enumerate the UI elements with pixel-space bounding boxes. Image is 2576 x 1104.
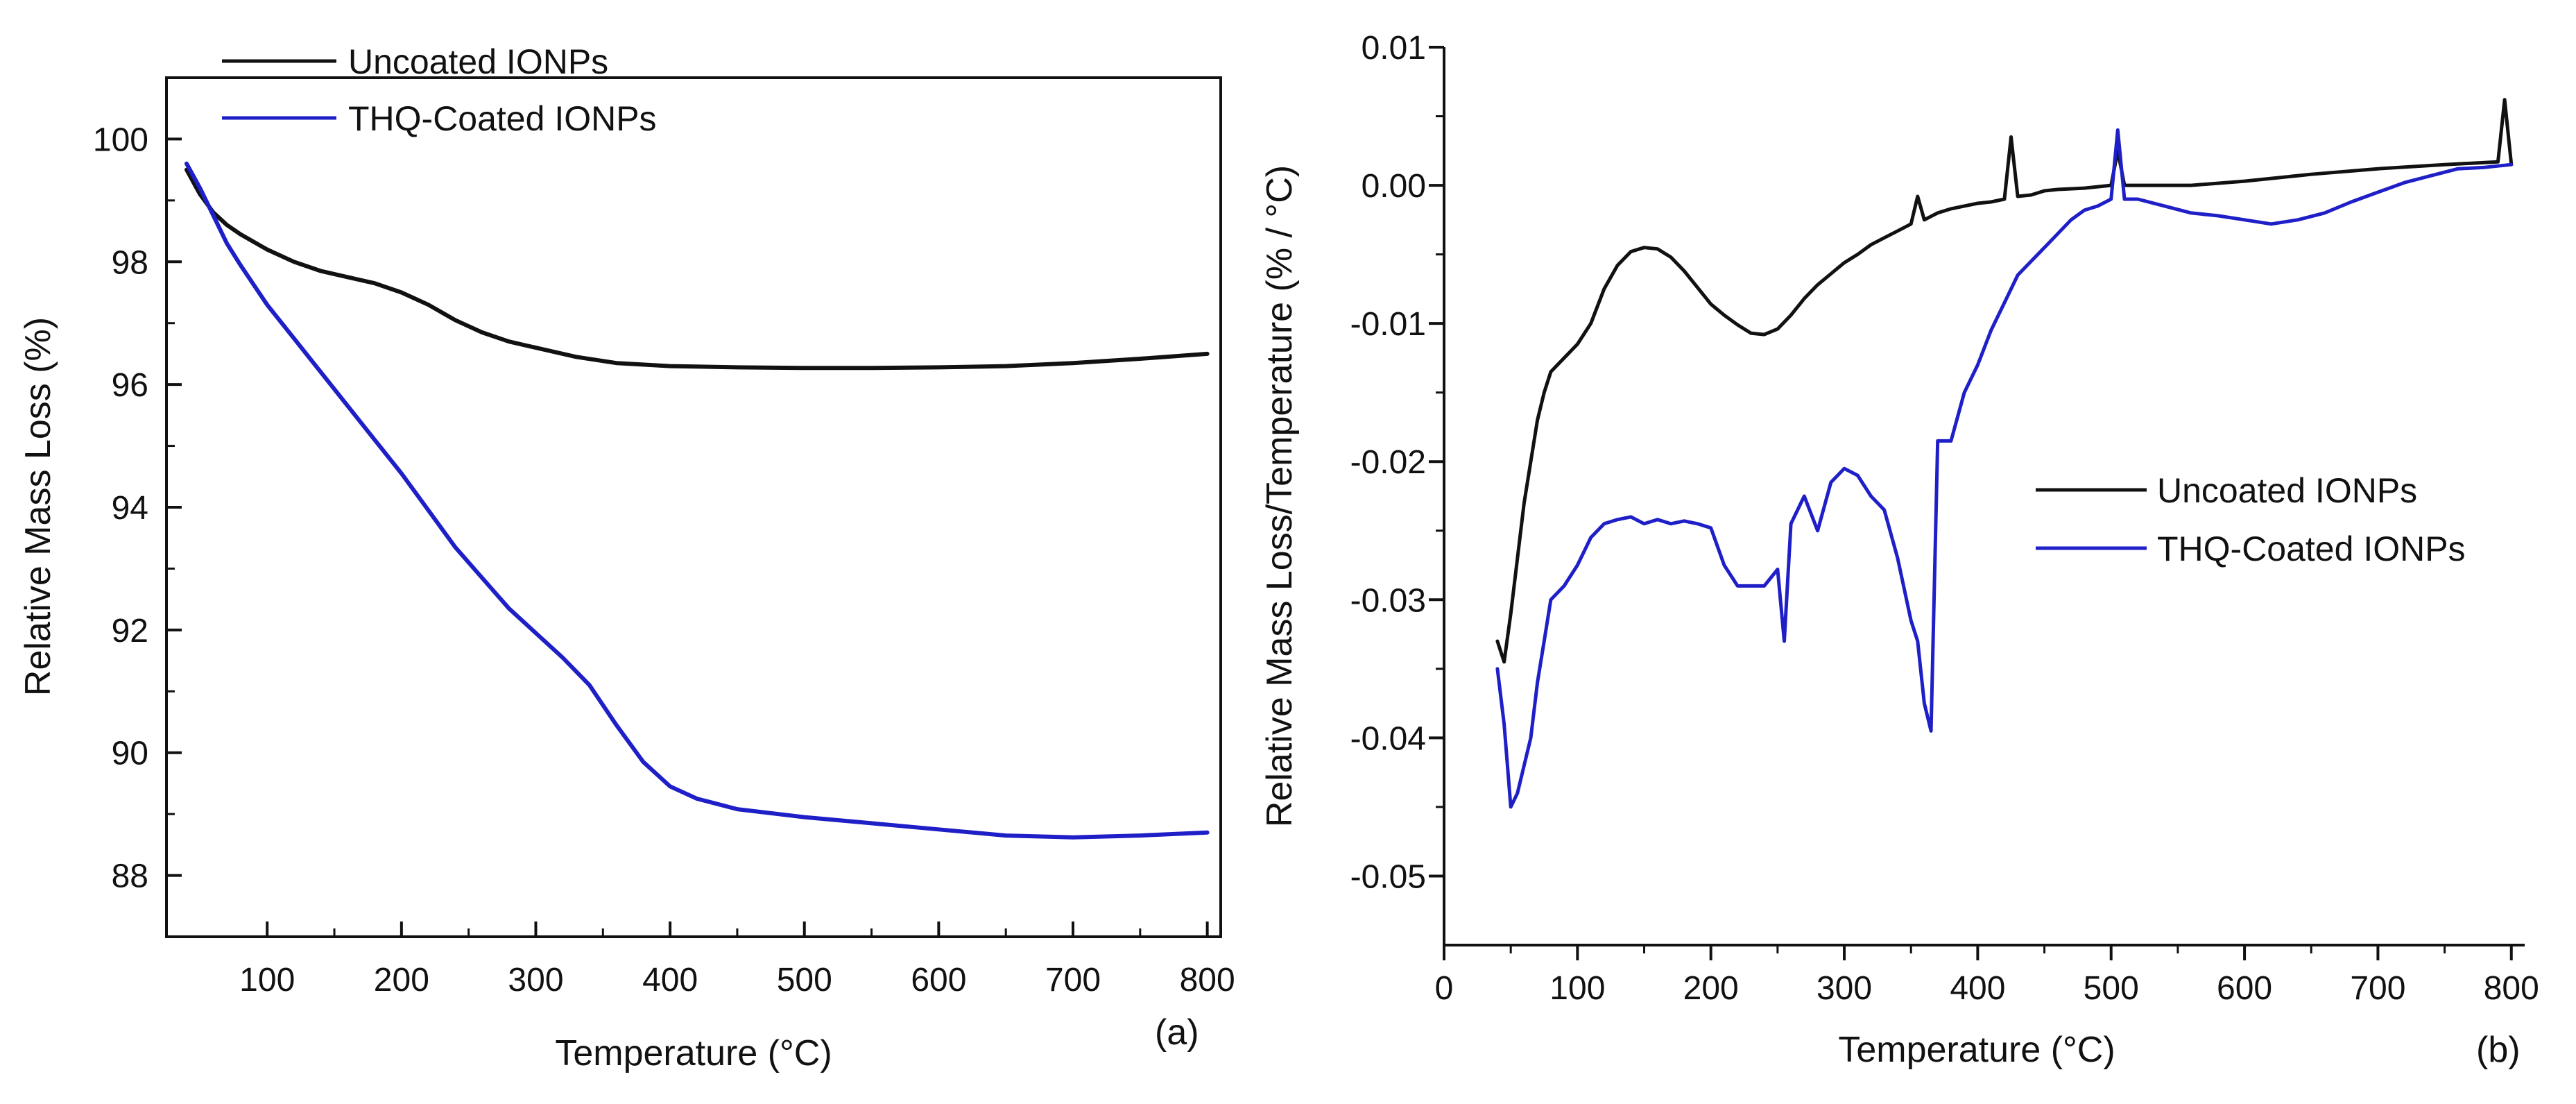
legend-b-label-coated: THQ-Coated IONPs [2157,529,2466,568]
x-tick-label: 300 [1817,970,1872,1007]
legend-a-label-coated: THQ-Coated IONPs [348,99,657,138]
y-tick-label: 94 [112,490,148,527]
x-tick-label: 800 [1180,962,1235,999]
y-tick-label: 88 [112,858,148,895]
x-tick-label: 600 [911,962,966,999]
panel-a-frame [165,76,1222,938]
panel-b-ylabel: Relative Mass Loss/Temperature (% / °C) [1260,165,1300,827]
series-line-uncoated [1495,98,2514,664]
y-tick-label: 90 [112,736,148,772]
y-tick-label: -0.04 [1350,720,1426,757]
panel-b: 0 100 200 300 400 500 600 700 800 -0.05 -0.04 -0.03… [1260,30,2539,1070]
y-tick-label: 0.01 [1362,30,1426,67]
series-line-uncoated [184,167,1210,371]
y-tick-label: -0.01 [1350,306,1426,343]
x-tick-label: 200 [1683,970,1739,1007]
series-line-coated [184,161,1210,840]
panel-a-ticks: 100 200 300 400 500 600 700 800 88 90 92 94 96 98 100 [93,121,1235,999]
legend-b-label-uncoated: Uncoated IONPs [2157,471,2417,510]
x-tick-label: 700 [2350,970,2405,1007]
legend-a-label-uncoated: Uncoated IONPs [348,42,608,81]
y-tick-label: 96 [112,367,148,404]
x-tick-label: 400 [642,962,698,999]
x-tick-label: 100 [1549,970,1605,1007]
y-tick-label: 100 [93,121,148,158]
panel-a-series [184,161,1210,840]
panel-a-legend: Uncoated IONPs THQ-Coated IONPs [222,42,657,138]
panel-a-ylabel: Relative Mass Loss (%) [18,317,58,696]
panel-a-label: (a) [1155,1012,1199,1053]
x-tick-label: 100 [239,962,295,999]
y-tick-label: -0.05 [1350,858,1426,895]
series-line-coated [1495,128,2514,809]
panel-b-legend: Uncoated IONPs THQ-Coated IONPs [2036,471,2466,568]
x-tick-label: 500 [777,962,832,999]
panel-a-xlabel: Temperature (°C) [555,1033,832,1073]
x-tick-label: 700 [1045,962,1101,999]
x-tick-label: 500 [2084,970,2139,1007]
x-tick-label: 200 [374,962,429,999]
panel-b-ticks: 0 100 200 300 400 500 600 700 800 -0.05 -0.04 -0.03… [1350,30,2539,1007]
panel-a: 100 200 300 400 500 600 700 800 88 90 92 94 96 98100 … [18,42,1235,1073]
y-tick-label: -0.03 [1350,582,1426,619]
y-tick-label: 92 [112,613,148,649]
y-tick-label: 98 [112,244,148,281]
panel-b-xlabel: Temperature (°C) [1838,1030,2115,1070]
x-tick-label: 400 [1950,970,2005,1007]
panel-b-label: (b) [2476,1030,2521,1070]
y-tick-label: 0.00 [1362,168,1426,205]
panel-b-series [1495,98,2514,809]
x-tick-label: 600 [2217,970,2272,1007]
x-tick-label: 0 [1435,970,1454,1007]
x-tick-label: 300 [508,962,563,999]
y-tick-label: -0.02 [1350,444,1426,481]
x-tick-label: 800 [2484,970,2539,1007]
